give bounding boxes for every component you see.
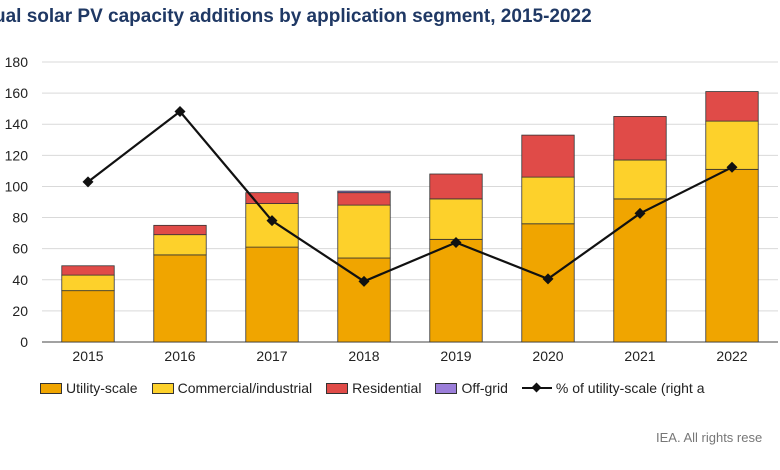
line-series [82, 105, 738, 287]
y-tick-label: 140 [5, 116, 29, 132]
bar-residential-2020 [521, 134, 575, 178]
x-tick-label-2021: 2021 [624, 348, 655, 364]
bar-commercial-industrial-2021 [613, 159, 667, 200]
bar-commercial-industrial-2015 [61, 274, 115, 292]
y-tick-label: 100 [5, 178, 29, 194]
legend-swatch-residential [326, 382, 349, 394]
x-tick-label-2022: 2022 [716, 348, 747, 364]
bar-commercial-industrial-2020 [521, 176, 575, 225]
bars [61, 91, 759, 343]
legend-item-utility-scale: Utility-scale [40, 380, 138, 396]
legend-swatch-utility-scale [40, 382, 62, 394]
bar-residential-2016 [153, 224, 207, 236]
utility-share-point-2018 [358, 275, 370, 287]
legend-item-utility-share-line: % of utility-scale (right a [521, 380, 705, 396]
legend-line-key [521, 382, 552, 394]
legend-item-residential: Residential [326, 380, 421, 396]
bar-utility-scale-2017 [245, 246, 299, 343]
legend-label-utility-scale: Utility-scale [66, 380, 138, 396]
x-tick-label-2018: 2018 [348, 348, 379, 364]
y-tick-label: 180 [5, 54, 29, 70]
gridlines [42, 61, 778, 343]
y-tick-label: 40 [12, 272, 28, 288]
legend-label-utility-share: % of utility-scale (right a [555, 380, 705, 396]
utility-share-point-2019 [450, 237, 462, 249]
y-tick-label: 0 [20, 334, 28, 350]
legend-swatch-off-grid [435, 382, 458, 394]
y-tick-label: 80 [12, 210, 28, 226]
legend-item-off-grid: Off-grid [435, 380, 508, 396]
bar-off-grid-2018 [337, 190, 391, 194]
legend-label-commercial-industrial: Commercial/industrial [177, 380, 313, 396]
utility-share-point-2017 [266, 215, 278, 227]
y-tick-label: 60 [12, 241, 28, 257]
legend-swatch-commercial-industrial [151, 382, 174, 394]
bar-residential-2015 [61, 265, 115, 276]
chart-title: ual solar PV capacity additions by appli… [0, 6, 592, 27]
legend-label-residential: Residential [352, 380, 422, 396]
bar-utility-scale-2015 [61, 290, 115, 343]
legend: Utility-scale Commercial/industrial Resi… [40, 380, 718, 396]
bar-residential-2018 [337, 192, 391, 206]
utility-share-line [87, 109, 733, 283]
utility-share-point-2021 [634, 207, 646, 219]
axis-ticks: 0 20 40 60 80 100 120 140 160 180 2015 2016 2017 2018… [5, 54, 748, 364]
bar-utility-scale-2016 [153, 254, 207, 343]
bar-commercial-industrial-2018 [337, 204, 391, 259]
bar-residential-2017 [245, 192, 299, 204]
y-tick-label: 120 [5, 147, 29, 163]
y-tick-label: 160 [5, 85, 29, 101]
utility-share-point-2020 [542, 273, 554, 285]
x-tick-label-2015: 2015 [72, 348, 103, 364]
bar-utility-scale-2022 [705, 168, 759, 343]
utility-share-point-2015 [82, 176, 94, 188]
bar-residential-2021 [613, 116, 667, 161]
utility-share-point-2022 [726, 161, 738, 173]
x-tick-label-2017: 2017 [256, 348, 287, 364]
bar-residential-2022 [705, 91, 759, 122]
source-note: IEA. All rights rese [656, 430, 763, 445]
utility-share-point-2016 [174, 105, 186, 117]
y-tick-label: 20 [12, 303, 28, 319]
bar-utility-scale-2019 [429, 238, 483, 343]
x-tick-label-2020: 2020 [532, 348, 563, 364]
bar-utility-scale-2021 [613, 198, 667, 343]
legend-item-commercial-industrial: Commercial/industrial [151, 380, 313, 396]
x-tick-label-2016: 2016 [164, 348, 195, 364]
bar-commercial-industrial-2016 [153, 234, 207, 256]
x-tick-label-2019: 2019 [440, 348, 471, 364]
bar-commercial-industrial-2019 [429, 198, 483, 240]
bar-utility-scale-2018 [337, 257, 391, 343]
legend-label-off-grid: Off-grid [461, 380, 508, 396]
bar-residential-2019 [429, 173, 483, 200]
